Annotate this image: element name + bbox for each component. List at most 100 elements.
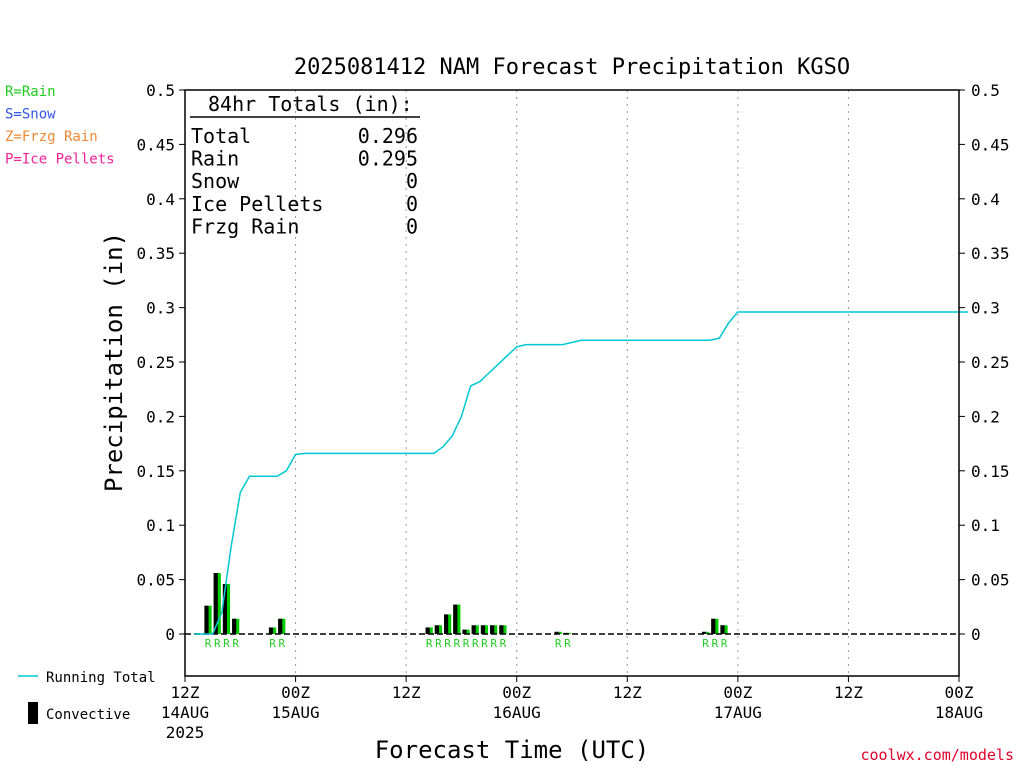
y-tick-label-right: 0.4 [971,190,1000,209]
precip-type-label: R [500,637,507,650]
convective-bar [702,631,707,634]
convective-legend-swatch [28,702,38,724]
chart-title: 2025081412 NAM Forecast Precipitation KG… [294,55,850,80]
totals-row-label: Ice Pellets [191,192,323,216]
precip-type-label: R [555,637,562,650]
convective-bar [462,629,467,634]
totals-row-label: Rain [191,147,239,171]
convective-bar [213,573,218,634]
precip-type-label: R [463,637,470,650]
convective-bar [453,604,458,634]
x-tick-time: 00Z [945,683,974,702]
totals-header: 84hr Totals (in): [208,92,413,116]
precip-type-label: R [712,637,719,650]
y-tick-label-right: 0.45 [971,135,1010,154]
convective-bar [490,625,495,634]
precip-type-label: R [444,637,451,650]
y-tick-label-left: 0.05 [136,571,175,590]
convective-bar [425,627,430,634]
convective-bar [222,583,228,634]
vertical-grid [295,90,849,676]
precip-type-label: R [481,637,488,650]
convective-bar [232,618,237,634]
type-legend-item: S=Snow [5,107,56,123]
precip-type-label: R [269,637,276,650]
y-tick-label-left: 0.5 [146,81,175,100]
x-tick-time: 12Z [392,683,421,702]
y-tick-label-right: 0.3 [971,299,1000,318]
totals-row-value: 0 [406,214,418,238]
x-tick-year: 2025 [166,723,205,742]
convective-bar [720,625,725,634]
y-tick-label-left: 0.45 [136,135,175,154]
series-legend: Running Total Convective [18,670,156,724]
convective-bar [434,625,439,634]
precip-type-label: R [223,637,230,650]
y-tick-label-right: 0.05 [971,571,1010,590]
x-tick-time: 12Z [171,683,200,702]
totals-row-value: 0.296 [358,124,418,148]
x-axis-label: Forecast Time (UTC) [375,736,650,764]
convective-bar [711,618,716,634]
y-tick-label-right: 0.35 [971,244,1010,263]
y-tick-label-right: 0.15 [971,462,1010,481]
y-tick-label-left: 0.4 [146,190,175,209]
convective-bar [204,605,209,634]
convective-bar [444,614,449,634]
precip-type-label: R [454,637,461,650]
y-tick-label-left: 0.35 [136,244,175,263]
plot-frame [184,89,960,677]
x-tick-time: 00Z [281,683,310,702]
x-tick-time: 00Z [502,683,531,702]
precip-type-label: R [426,637,433,650]
convective-bar [480,625,486,634]
x-tick-time: 12Z [834,683,863,702]
y-tick-label-left: 0.15 [136,462,175,481]
precip-type-label: R [214,637,221,650]
x-tick-date: 14AUG [161,703,209,722]
y-tick-label-left: 0.25 [136,353,175,372]
precip-type-label: R [435,637,442,650]
y-tick-label-left: 0.2 [146,407,175,426]
precip-type-label: R [278,637,285,650]
precip-type-label: R [564,637,571,650]
x-tick-date: 18AUG [935,703,983,722]
totals-row-value: 0.295 [358,147,418,171]
totals-row-label: Total [191,124,251,148]
x-tick-date: 15AUG [271,703,319,722]
x-tick-time: 12Z [613,683,642,702]
precip-bars [204,573,728,634]
running-total-line [194,311,969,635]
y-tick-label-right: 0.5 [971,81,1000,100]
totals-row-value: 0 [406,192,418,216]
x-tick-date: 16AUG [493,703,541,722]
x-tick-time: 00Z [723,683,752,702]
convective-bar [499,625,504,634]
y-tick-label-right: 0.25 [971,353,1010,372]
precip-type-label: R [702,637,709,650]
totals-row-value: 0 [406,169,418,193]
y-tick-label-right: 0.2 [971,407,1000,426]
precip-type-label: R [232,637,239,650]
precip-type-legend: R=Rain S=Snow Z=Frzg Rain P=Ice Pellets [5,84,115,168]
credit-link[interactable]: coolwx.com/models [860,746,1014,764]
totals-box: 84hr Totals (in): Total 0.296 Rain 0.295 Sno… [190,92,420,238]
y-tick-label-right: 0 [971,625,981,644]
y-tick-label-left: 0.3 [146,299,175,318]
totals-row-label: Snow [191,169,240,193]
running-total-legend-label: Running Total [46,670,156,686]
y-axis-label: Precipitation (in) [100,232,128,492]
precip-type-label: R [490,637,497,650]
precip-type-label: R [205,637,212,650]
y-axis-left-ticks: 0 0.05 0.1 0.15 0.2 0.25 0.3 0.35 0.4 0.45 0.5 [136,81,185,644]
totals-rows: Total 0.296 Rain 0.295 Snow 0 Ice Pellets 0 Frzg… [191,124,418,238]
y-tick-label-left: 0 [165,625,175,644]
convective-bar [554,631,559,634]
x-tick-date: 17AUG [714,703,762,722]
type-legend-item: Z=Frzg Rain [5,129,98,145]
convective-bar [278,618,283,634]
precip-type-label: R [472,637,479,650]
